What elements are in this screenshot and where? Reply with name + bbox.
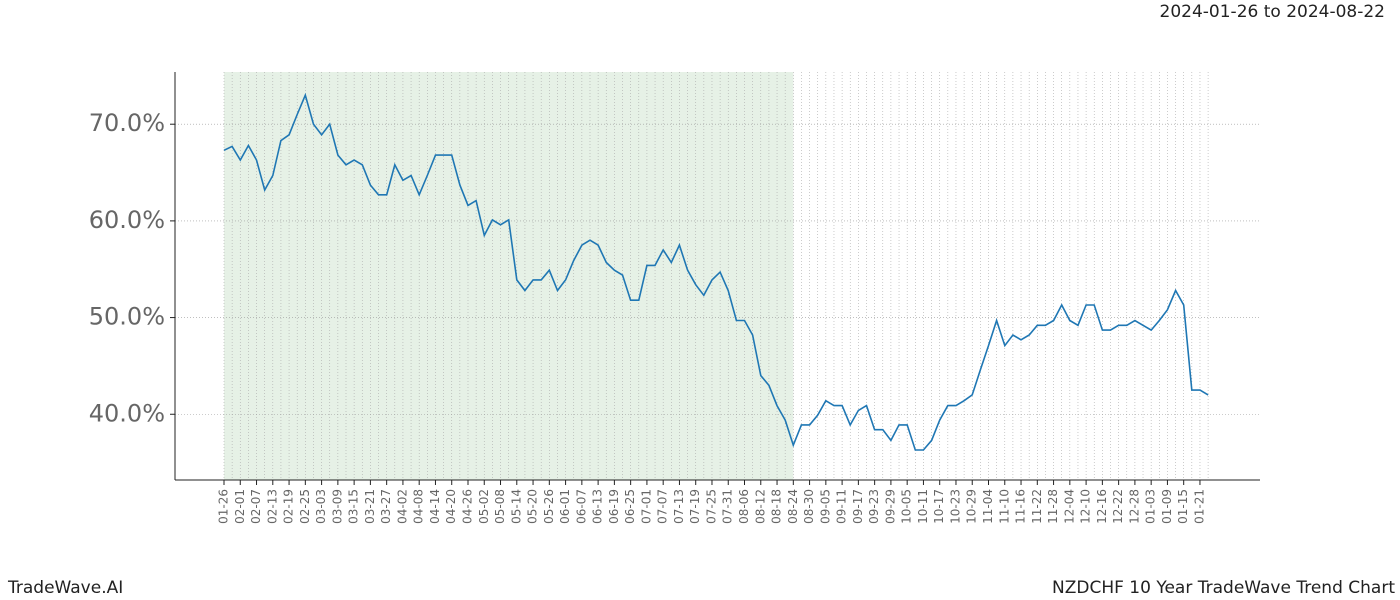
y-tick-label: 40.0%: [89, 399, 165, 427]
x-tick-label: 09-11: [835, 489, 849, 524]
y-tick-label: 70.0%: [89, 109, 165, 137]
x-tick-label: 08-06: [737, 489, 751, 524]
x-tick-label: 02-13: [265, 489, 279, 524]
x-tick-label: 04-08: [412, 489, 426, 524]
x-tick-label: 07-01: [639, 489, 653, 524]
chart-name: NZDCHF 10 Year TradeWave Trend Chart: [1052, 578, 1395, 598]
x-tick-label: 03-21: [363, 489, 377, 524]
x-tick-label: 09-23: [867, 489, 881, 524]
x-tick-label: 05-14: [509, 489, 523, 524]
x-tick-label: 01-21: [1192, 489, 1206, 524]
x-tick-label: 05-20: [526, 489, 540, 524]
x-tick-label: 08-12: [753, 489, 767, 524]
x-tick-label: 10-17: [932, 489, 946, 524]
x-tick-label: 06-07: [574, 489, 588, 524]
y-tick-label: 60.0%: [89, 206, 165, 234]
x-tick-label: 04-26: [460, 489, 474, 524]
brand: TradeWave.AI: [7, 578, 123, 598]
x-tick-label: 11-28: [1046, 489, 1060, 524]
x-tick-label: 04-02: [395, 489, 409, 524]
x-tick-label: 06-25: [623, 489, 637, 524]
x-tick-label: 09-29: [883, 489, 897, 524]
x-tick-label: 06-01: [558, 489, 572, 524]
date-range: 2024-01-26 to 2024-08-22: [1160, 2, 1385, 22]
x-tick-label: 11-16: [1014, 489, 1028, 524]
x-tick-label: 10-05: [900, 489, 914, 524]
x-tick-label: 07-13: [672, 489, 686, 524]
x-tick-label: 12-28: [1127, 489, 1141, 524]
x-tick-label: 11-22: [1030, 489, 1044, 524]
x-tick-label: 02-19: [282, 489, 296, 524]
x-tick-label: 12-22: [1111, 489, 1125, 524]
x-tick-label: 05-02: [477, 489, 491, 524]
x-tick-label: 02-01: [233, 489, 247, 524]
x-tick-label: 04-20: [444, 489, 458, 524]
x-tick-label: 01-03: [1144, 489, 1158, 524]
x-tick-label: 06-13: [591, 489, 605, 524]
x-tick-label: 11-10: [997, 489, 1011, 524]
x-tick-label: 09-17: [851, 489, 865, 524]
x-tick-label: 02-25: [298, 489, 312, 524]
x-tick-label: 03-03: [314, 489, 328, 524]
x-tick-label: 10-23: [948, 489, 962, 524]
x-tick-label: 08-30: [802, 489, 816, 524]
x-tick-label: 08-24: [786, 489, 800, 524]
x-tick-label: 05-08: [493, 489, 507, 524]
x-tick-label: 03-15: [347, 489, 361, 524]
y-tick-label: 50.0%: [89, 303, 165, 331]
x-tick-label: 06-19: [607, 489, 621, 524]
x-tick-label: 10-29: [965, 489, 979, 524]
x-tick-label: 01-09: [1160, 489, 1174, 524]
x-tick-label: 12-04: [1062, 489, 1076, 524]
trend-line: [223, 92, 1209, 451]
x-tick-label: 01-15: [1176, 489, 1190, 524]
x-tick-label: 05-26: [542, 489, 556, 524]
x-tick-label: 08-18: [770, 489, 784, 524]
x-tick-label: 01-26: [217, 489, 231, 524]
x-tick-label: 09-05: [818, 489, 832, 524]
x-tick-label: 10-11: [916, 489, 930, 524]
x-tick-label: 07-31: [721, 489, 735, 524]
x-tick-label: 07-19: [688, 489, 702, 524]
x-tick-label: 12-10: [1079, 489, 1093, 524]
x-tick-label: 04-14: [428, 489, 442, 524]
x-tick-label: 07-07: [656, 489, 670, 524]
x-tick-label: 02-07: [249, 489, 263, 524]
x-tick-label: 03-09: [330, 489, 344, 524]
x-tick-label: 07-25: [704, 489, 718, 524]
x-tick-label: 12-16: [1095, 489, 1109, 524]
x-tick-label: 03-27: [379, 489, 393, 524]
x-tick-label: 11-04: [981, 489, 995, 524]
